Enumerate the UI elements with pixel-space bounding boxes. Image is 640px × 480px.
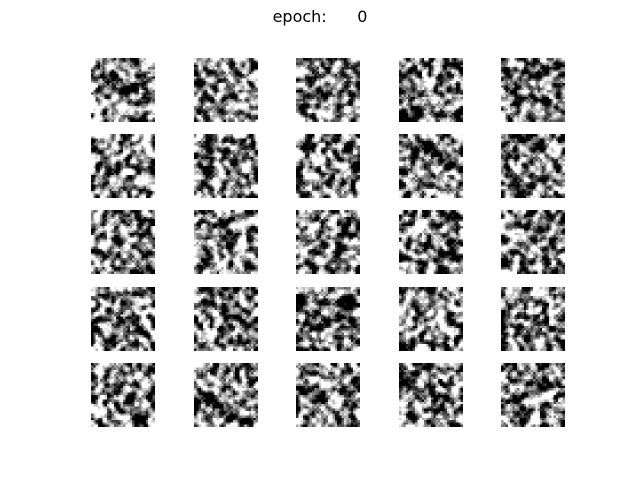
sample-pixels bbox=[296, 287, 360, 351]
sample-pixels bbox=[501, 134, 565, 198]
generated-sample-image bbox=[194, 287, 258, 351]
sample-pixels bbox=[91, 363, 155, 427]
generated-sample-image bbox=[91, 58, 155, 122]
title-label: epoch: bbox=[272, 7, 327, 26]
sample-pixels bbox=[399, 58, 463, 122]
sample-pixels bbox=[399, 363, 463, 427]
sample-pixels bbox=[91, 287, 155, 351]
sample-pixels bbox=[91, 134, 155, 198]
generated-sample-image bbox=[399, 58, 463, 122]
sample-pixels bbox=[194, 134, 258, 198]
sample-pixels bbox=[91, 58, 155, 122]
generated-sample-image bbox=[194, 363, 258, 427]
sample-pixels bbox=[296, 210, 360, 274]
generated-sample-image bbox=[501, 210, 565, 274]
generated-sample-image bbox=[194, 58, 258, 122]
generated-sample-image bbox=[501, 287, 565, 351]
sample-pixels bbox=[399, 134, 463, 198]
generated-sample-image bbox=[296, 287, 360, 351]
generated-sample-image bbox=[399, 363, 463, 427]
sample-pixels bbox=[501, 287, 565, 351]
sample-pixels bbox=[501, 58, 565, 122]
generated-sample-image bbox=[296, 363, 360, 427]
generated-image-grid bbox=[91, 58, 565, 427]
generated-sample-image bbox=[91, 287, 155, 351]
generated-sample-image bbox=[501, 363, 565, 427]
sample-pixels bbox=[91, 210, 155, 274]
sample-pixels bbox=[296, 363, 360, 427]
generated-sample-image bbox=[501, 134, 565, 198]
sample-pixels bbox=[194, 363, 258, 427]
generated-sample-image bbox=[296, 134, 360, 198]
generated-sample-image bbox=[399, 134, 463, 198]
figure-title: epoch: 0 bbox=[0, 7, 640, 26]
epoch-value: 0 bbox=[357, 7, 368, 26]
sample-pixels bbox=[194, 210, 258, 274]
sample-pixels bbox=[399, 210, 463, 274]
generated-sample-image bbox=[91, 134, 155, 198]
sample-pixels bbox=[194, 58, 258, 122]
generated-sample-image bbox=[296, 210, 360, 274]
sample-pixels bbox=[399, 287, 463, 351]
generated-sample-image bbox=[91, 210, 155, 274]
sample-pixels bbox=[194, 287, 258, 351]
generated-sample-image bbox=[399, 287, 463, 351]
generated-sample-image bbox=[194, 210, 258, 274]
sample-pixels bbox=[296, 134, 360, 198]
generated-sample-image bbox=[296, 58, 360, 122]
generated-sample-image bbox=[399, 210, 463, 274]
sample-pixels bbox=[296, 58, 360, 122]
generated-sample-image bbox=[91, 363, 155, 427]
sample-pixels bbox=[501, 363, 565, 427]
generated-sample-image bbox=[194, 134, 258, 198]
sample-pixels bbox=[501, 210, 565, 274]
generated-sample-image bbox=[501, 58, 565, 122]
